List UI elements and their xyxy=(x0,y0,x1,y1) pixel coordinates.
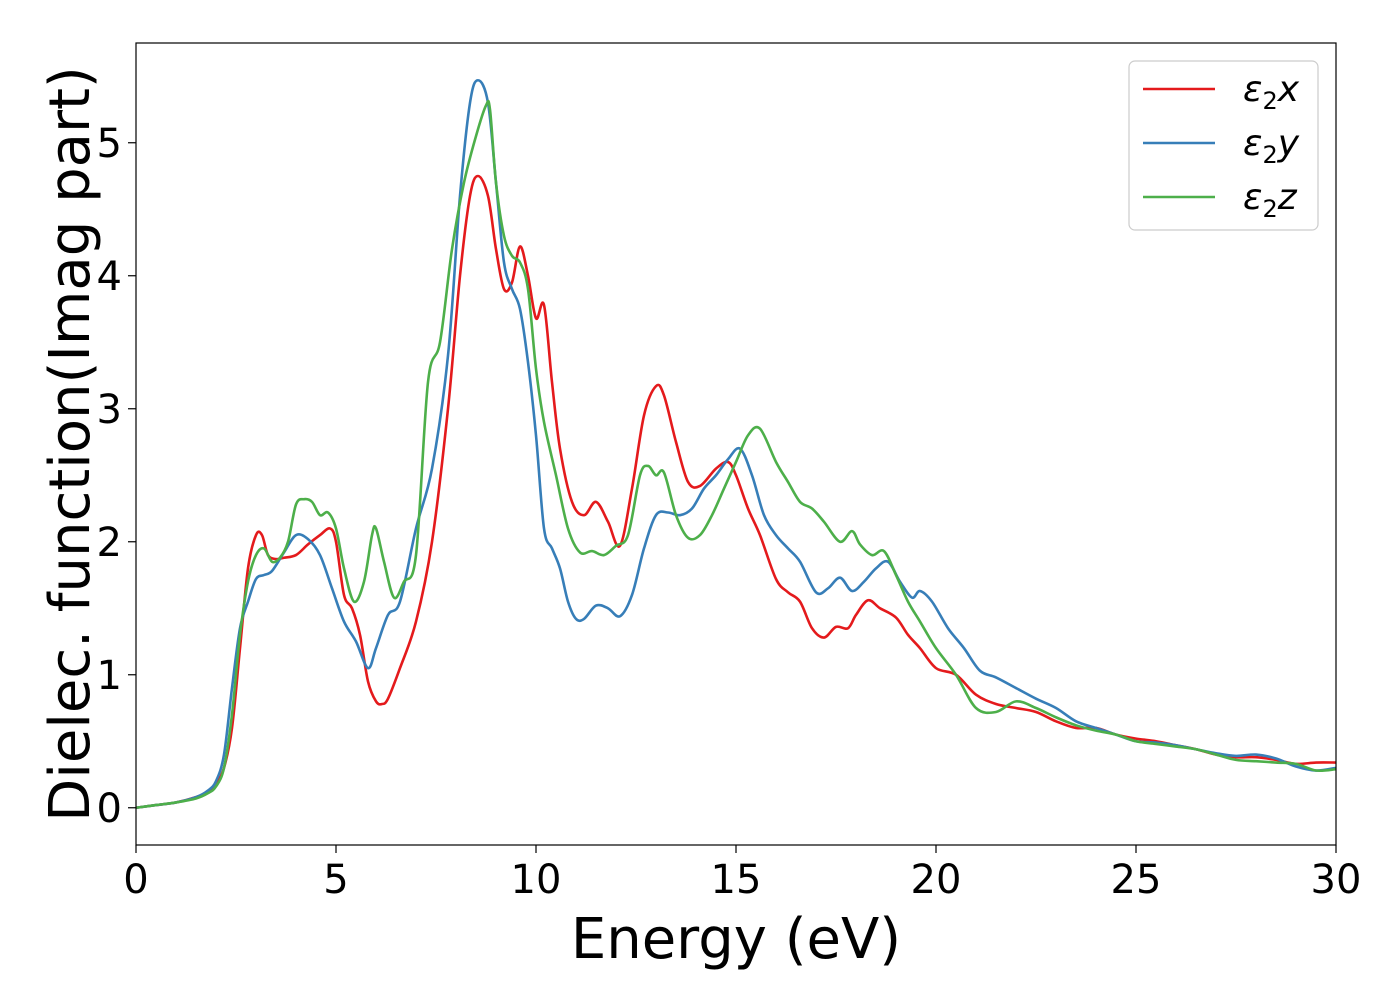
legend-frame xyxy=(1128,60,1319,231)
x-tick-label: 20 xyxy=(911,857,962,903)
legend-label-1: ε2x xyxy=(1243,69,1300,115)
series-line-2 xyxy=(136,78,1336,810)
y-tick-label: 5 xyxy=(97,121,122,167)
series-line-1 xyxy=(136,174,1336,810)
x-tick-label: 15 xyxy=(711,857,762,903)
y-tick-label: 0 xyxy=(97,786,122,832)
x-axis: 0 5 10 15 20 25 30 xyxy=(123,845,1361,903)
y-axis-label: Dielec. function(Imag part) xyxy=(38,66,103,822)
x-tick-label: 0 xyxy=(123,857,148,903)
y-tick-label: 3 xyxy=(97,387,122,433)
x-tick-label: 5 xyxy=(323,857,348,903)
x-axis-label: Energy (eV) xyxy=(571,907,901,972)
y-tick-label: 1 xyxy=(97,653,122,699)
x-tick-label: 10 xyxy=(511,857,562,903)
x-tick-label: 25 xyxy=(1111,857,1162,903)
y-tick-label: 2 xyxy=(97,520,122,566)
legend: ε2x ε2y ε2z xyxy=(1128,60,1319,231)
y-axis: 0 1 2 3 4 5 xyxy=(97,121,136,832)
legend-label-3: ε2z xyxy=(1243,177,1298,223)
x-tick-label: 30 xyxy=(1311,857,1362,903)
legend-label-2: ε2y xyxy=(1243,123,1300,169)
y-tick-label: 4 xyxy=(97,254,122,300)
series-layer xyxy=(136,78,1336,810)
series-line-3 xyxy=(136,99,1336,810)
